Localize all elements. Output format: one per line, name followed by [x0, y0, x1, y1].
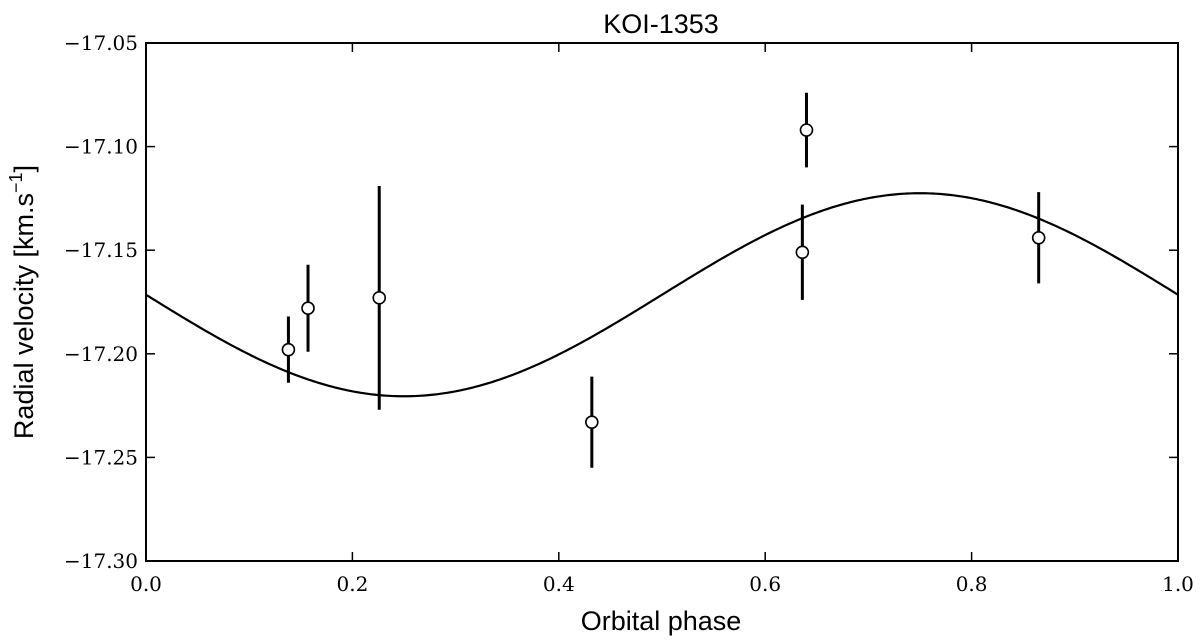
y-tick-label: −17.25 — [64, 445, 138, 469]
data-point-7 — [1031, 192, 1046, 284]
x-axis-title: Orbital phase — [581, 606, 742, 636]
y-axis-title: Radial velocity [km.s−1] — [6, 165, 39, 439]
model-curve — [145, 192, 1179, 398]
x-tick-label: 0.6 — [749, 572, 781, 596]
x-tick-label: 0.0 — [130, 572, 162, 596]
data-points-layer — [281, 92, 1046, 468]
data-point-3 — [372, 185, 387, 410]
data-point-4 — [585, 376, 599, 468]
y-axis-title-close: ] — [9, 165, 39, 173]
data-point-6 — [799, 92, 814, 168]
x-tick-label: 0.8 — [956, 572, 988, 596]
x-tick-label: 0.2 — [336, 572, 368, 596]
data-marker — [1031, 230, 1046, 245]
x-tick-label: 1.0 — [1162, 572, 1194, 596]
data-marker — [281, 342, 296, 357]
y-tick-label: −17.15 — [64, 238, 138, 262]
data-marker — [301, 301, 315, 316]
y-tick-labels: −17.30 −17.25 −17.20 −17.15 −17.10 −17.05 — [64, 31, 138, 573]
plot-frame — [145, 42, 1179, 562]
y-axis-title-superscript: −1 — [6, 172, 26, 193]
ticks-layer — [145, 42, 1179, 562]
y-tick-label: −17.30 — [64, 549, 138, 573]
x-tick-label: 0.4 — [543, 572, 575, 596]
y-tick-label: −17.05 — [64, 31, 138, 55]
x-tick-labels: 0.0 0.2 0.4 0.6 0.8 1.0 — [130, 572, 1194, 596]
y-tick-label: −17.20 — [64, 342, 138, 366]
model-curve-layer — [145, 192, 1179, 398]
chart-title: KOI-1353 — [603, 9, 719, 39]
data-marker — [795, 245, 810, 260]
data-marker — [585, 415, 599, 429]
data-point-1 — [281, 316, 296, 383]
y-tick-label: −17.10 — [64, 135, 138, 159]
data-point-5 — [795, 204, 810, 300]
data-marker — [799, 123, 814, 137]
y-axis-title-main: Radial velocity [km.s — [9, 193, 39, 439]
data-marker — [372, 291, 387, 305]
data-point-2 — [301, 264, 315, 352]
